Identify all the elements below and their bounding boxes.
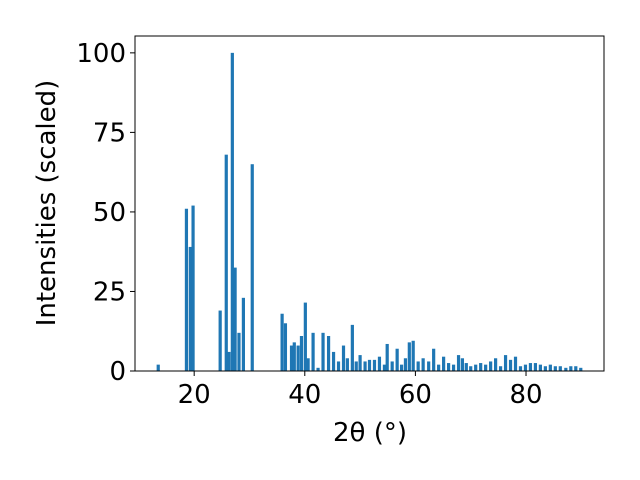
x-tick-label: 80 — [509, 380, 542, 410]
bar — [390, 361, 394, 371]
bar — [479, 363, 483, 371]
bar — [218, 310, 222, 371]
bar — [184, 208, 189, 371]
bar — [569, 366, 573, 371]
bar — [188, 246, 192, 371]
x-tick-label: 40 — [288, 380, 321, 410]
bar — [395, 348, 399, 371]
plot-frame — [134, 35, 605, 372]
bar — [543, 366, 547, 371]
bar — [523, 364, 528, 371]
bar — [464, 363, 468, 371]
bar — [227, 351, 231, 371]
bar — [372, 359, 377, 371]
bar — [528, 363, 533, 371]
bar — [579, 367, 583, 371]
bar — [331, 351, 336, 371]
bar — [456, 355, 461, 371]
bar — [558, 366, 562, 371]
bar — [382, 364, 387, 371]
bar — [316, 367, 320, 371]
bar — [411, 340, 415, 371]
bar — [311, 332, 315, 371]
bar — [518, 366, 523, 371]
bar — [224, 154, 228, 371]
y-tick-label: 75 — [93, 118, 126, 148]
bar — [354, 361, 358, 371]
bar — [469, 366, 473, 371]
y-tick-label: 100 — [76, 39, 126, 69]
bar — [442, 356, 446, 371]
bar — [233, 267, 237, 371]
bar — [367, 359, 372, 371]
y-tick-label: 50 — [93, 198, 126, 228]
bar — [336, 361, 341, 371]
y-tick-label: 25 — [93, 277, 126, 307]
bar — [493, 358, 498, 371]
bar — [385, 343, 389, 371]
bar — [363, 361, 367, 371]
bar — [498, 366, 503, 371]
bar — [427, 361, 431, 371]
bar — [416, 361, 420, 371]
bar — [489, 361, 493, 371]
bar — [508, 359, 513, 371]
y-tick-label: 0 — [109, 357, 126, 387]
bar — [280, 313, 284, 371]
bar — [358, 355, 362, 371]
bar — [237, 332, 241, 371]
bar — [474, 364, 478, 371]
bar — [432, 348, 436, 371]
bar — [250, 164, 254, 371]
bar — [437, 364, 441, 371]
bar — [553, 366, 557, 371]
bar — [548, 364, 552, 371]
bar — [299, 336, 304, 371]
bar — [350, 324, 354, 371]
bar — [341, 345, 346, 371]
bar — [503, 355, 508, 371]
bar — [292, 342, 296, 371]
bar — [230, 52, 234, 371]
x-tick-label: 20 — [178, 380, 211, 410]
bar — [377, 356, 382, 371]
bar — [460, 358, 465, 371]
bar — [421, 358, 425, 371]
bar — [283, 323, 288, 371]
bar — [289, 345, 294, 371]
bar — [538, 364, 542, 371]
bar — [296, 345, 300, 371]
bar — [513, 356, 518, 371]
x-axis-label: 2θ (°) — [333, 418, 407, 448]
bar — [326, 336, 331, 371]
bar — [451, 364, 456, 371]
bar — [303, 302, 307, 371]
bar — [484, 364, 488, 371]
bar — [321, 332, 325, 371]
bar — [407, 342, 411, 371]
bar — [574, 366, 578, 371]
bar — [345, 358, 349, 371]
bar — [156, 364, 160, 371]
bar — [399, 364, 404, 371]
bar — [306, 358, 310, 371]
bar — [564, 367, 568, 371]
bar — [533, 363, 538, 371]
bar — [403, 358, 408, 371]
y-axis-label: Intensities (scaled) — [32, 80, 62, 327]
bar — [241, 297, 246, 371]
bar — [191, 205, 195, 371]
x-tick-label: 60 — [399, 380, 432, 410]
bar — [446, 363, 451, 371]
